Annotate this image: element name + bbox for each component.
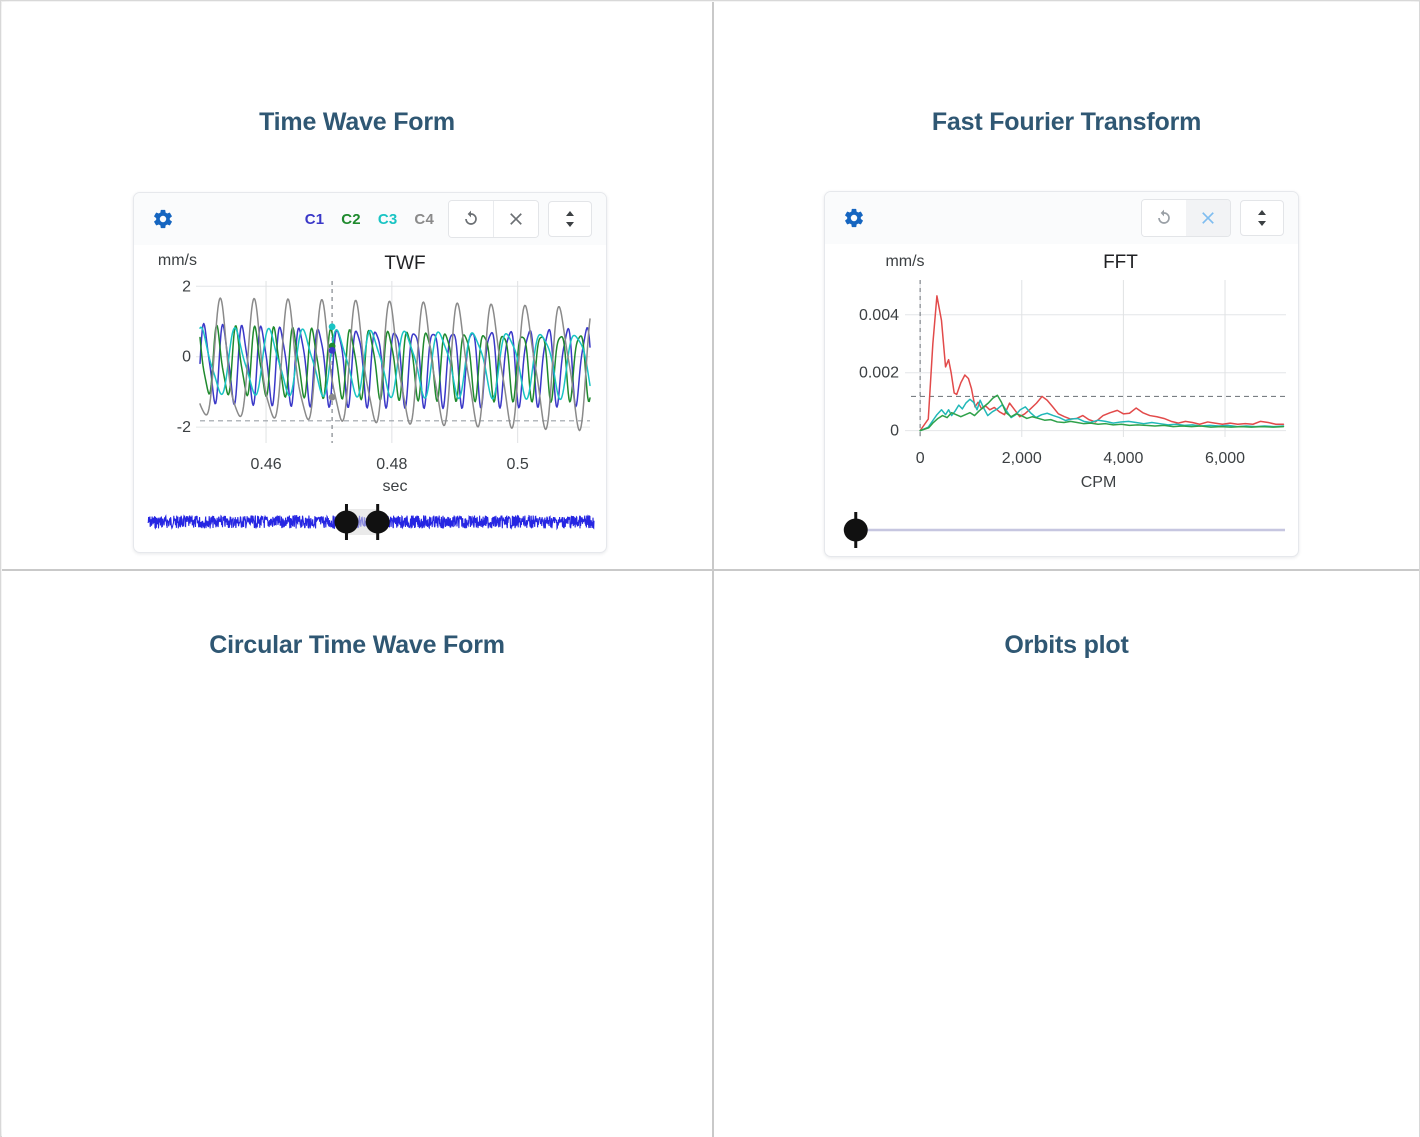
page-title-twf: Time Wave Form [259,108,455,136]
svg-text:0.46: 0.46 [250,456,281,473]
svg-text:-2: -2 [177,419,191,436]
fft-button-pair [1141,199,1231,237]
svg-text:0: 0 [916,450,925,467]
quadrant-circular-time-wave-form: Circular Time Wave Form Circular TWF C1C… [2,571,714,1137]
svg-text:6,000: 6,000 [1205,450,1245,467]
channel-c2[interactable]: C2 [341,210,361,228]
svg-text:CPM: CPM [1081,474,1117,491]
twf-plot-area[interactable]: mm/s TWF -2 0 2 0.46 0.48 0.5 sec [134,245,607,553]
resize-button[interactable] [1240,200,1284,236]
svg-text:2,000: 2,000 [1002,450,1042,467]
twf-range-selector[interactable] [134,500,607,553]
fft-range-selector[interactable] [825,504,1299,557]
fft-toolbar [1141,199,1284,237]
svg-text:mm/s: mm/s [158,252,197,269]
svg-text:0.004: 0.004 [859,307,899,324]
twf-card-header: C1 C2 C3 C4 [134,193,606,245]
close-button[interactable] [1186,200,1230,236]
card-fft: mm/s FFT 0 0.002 0.004 0 2,000 4,000 6,000 CPM [824,191,1299,557]
channel-c1[interactable]: C1 [304,210,325,228]
svg-text:4,000: 4,000 [1103,450,1143,467]
svg-text:0: 0 [890,423,899,440]
svg-text:TWF: TWF [384,253,425,274]
svg-text:FFT: FFT [1103,252,1138,273]
twf-channel-legend: C1 C2 C3 C4 [305,211,434,228]
reset-button[interactable] [449,201,493,237]
card-twf: C1 C2 C3 C4 [133,192,607,553]
svg-text:mm/s: mm/s [885,253,924,270]
svg-text:0.48: 0.48 [376,456,407,473]
svg-text:0.002: 0.002 [859,365,899,382]
quadrant-time-wave-form: Time Wave Form C1 C2 C3 C4 [2,2,714,571]
reset-button[interactable] [1142,200,1186,236]
fft-chart-svg[interactable]: mm/s FFT 0 0.002 0.004 0 2,000 4,000 6,000 CPM [825,244,1299,499]
svg-text:2: 2 [182,278,191,295]
page-title-orbit: Orbits plot [1004,631,1129,659]
fft-plot-area[interactable]: mm/s FFT 0 0.002 0.004 0 2,000 4,000 6,000 CPM [825,244,1299,557]
close-button[interactable] [493,201,538,237]
svg-text:0.5: 0.5 [507,456,529,473]
resize-button[interactable] [548,201,592,237]
quadrant-orbits-plot: Orbits plot Orbit Plot 0.90.60.30-0.3-0.… [714,571,1419,1137]
channel-c3[interactable]: C3 [377,210,398,228]
page-title-fft: Fast Fourier Transform [931,108,1202,136]
svg-text:sec: sec [383,478,408,495]
channel-c4[interactable]: C4 [414,210,434,228]
twf-toolbar [448,200,592,238]
page-title-ctwf: Circular Time Wave Form [209,631,505,659]
gear-icon[interactable] [152,208,174,230]
twf-button-pair [448,200,539,238]
quadrant-fast-fourier-transform: Fast Fourier Transform [714,2,1419,571]
gear-icon[interactable] [843,207,865,229]
svg-text:0: 0 [182,349,191,366]
twf-chart-svg[interactable]: mm/s TWF -2 0 2 0.46 0.48 0.5 sec [134,245,607,495]
fft-card-header [825,192,1298,244]
